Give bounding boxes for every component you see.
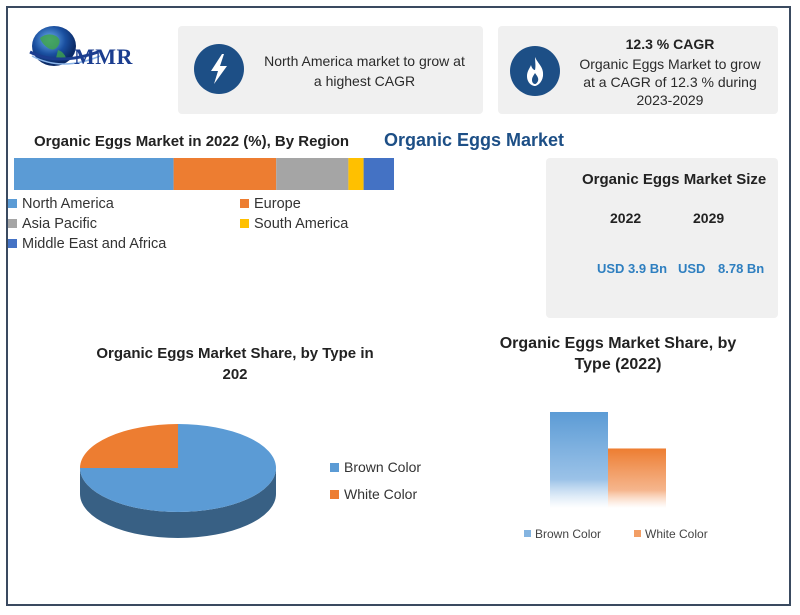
cagr-icon-circle [510,46,560,96]
globe-icon [29,26,101,66]
value-2029: 8.78 Bn [718,261,765,276]
region-bar-europe [173,158,277,190]
legend-label: Brown Color [344,459,422,475]
pie-side-brown-color [80,468,276,538]
cagr-card: 12.3 % CAGR Organic Eggs Market to grow … [498,26,778,114]
main-title: Organic Eggs Market [384,130,565,150]
year-2022: 2022 [610,210,642,226]
legend-label: Brown Color [535,527,602,541]
legend-swatch [240,218,249,228]
infographic-frame [6,6,791,606]
pie-title-line-1: Organic Eggs Market Share, by Type in [96,345,374,362]
column-bar-white-color [608,448,666,508]
cagr-line-3: 2023-2029 [636,92,704,108]
column-legend-brown-color: Brown Color [524,527,601,541]
highlight-text: North America market to grow at a highes… [248,51,481,91]
flame-icon [527,57,544,86]
cagr-title: 12.3 % CAGR [625,36,715,52]
region-chart-title: Organic Eggs Market in 2022 (%), By Regi… [34,133,350,150]
region-stacked-bar [14,158,394,190]
region-bar-south-america [348,158,364,190]
legend-item-europe: Europe [240,196,301,212]
pie-chart [80,424,276,538]
legend-swatch [8,198,17,208]
legend-item-north-america: North America [8,196,114,212]
legend-item-south-america: South America [240,216,348,232]
value-2022: USD 3.9 Bn [597,261,668,276]
pie-chart-title: Organic Eggs Market Share, by Type in 20… [80,343,390,385]
value-2029-prefix: USD [678,261,706,276]
legend-label: White Color [645,527,708,541]
legend-swatch [634,530,641,538]
legend-swatch [8,218,17,228]
region-bar-asia-pacific [276,158,349,190]
legend-swatch [330,489,339,499]
column-title-line-1: Organic Eggs Market Share, by [499,335,737,352]
column-chart-title: Organic Eggs Market Share, by Type (2022… [478,333,758,375]
column-title-line-2: Type (2022) [574,356,662,373]
region-bar-north-america [14,158,174,190]
pie-legend-white-color: White Color [330,486,417,502]
pie-legend-brown-color: Brown Color [330,459,421,475]
highlight-line-1: North America market to grow at [264,53,465,69]
legend-label: Middle East and Africa [22,236,167,252]
cagr-text: 12.3 % CAGR Organic Eggs Market to grow … [564,35,776,109]
lightning-bolt-icon [211,54,227,84]
cagr-line-2: at a CAGR of 12.3 % during [583,74,757,90]
year-2029: 2029 [693,210,725,226]
column-chart [550,412,666,508]
legend-item-middle-east-and-africa: Middle East and Africa [8,236,166,252]
legend-label: White Color [344,486,418,502]
legend-swatch [8,238,17,248]
legend-swatch [524,530,531,538]
highlight-card: North America market to grow at a highes… [178,26,483,114]
cagr-line-1: Organic Eggs Market to grow [579,56,761,72]
pie-slice-white-color [80,424,178,468]
legend-label: North America [22,196,114,212]
market-size-title: Organic Eggs Market Size [582,171,767,188]
pie-title-line-2: 202 [222,366,248,383]
legend-label: Europe [254,196,301,212]
market-size-card [546,158,778,318]
legend-label: Asia Pacific [22,216,97,232]
legend-swatch [240,198,249,208]
column-bar-brown-color [550,412,608,508]
region-bar-middle-east-and-africa [363,158,394,190]
legend-swatch [330,462,339,472]
legend-item-asia-pacific: Asia Pacific [8,216,97,232]
legend-label: South America [254,216,349,232]
logo-text: MMR [74,44,133,69]
highlight-line-2: a highest CAGR [313,73,416,89]
column-legend-white-color: White Color [634,527,708,541]
highlight-icon-circle [194,44,244,94]
